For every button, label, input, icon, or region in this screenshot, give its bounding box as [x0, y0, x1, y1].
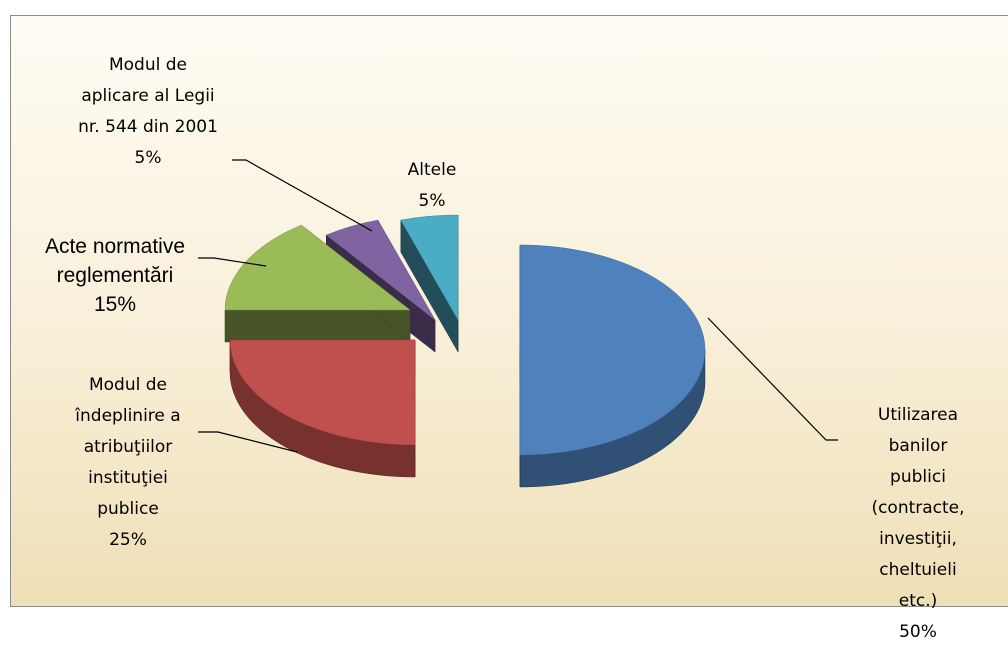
slice-label: Modul de aplicare al Legii nr. 544 din 2… — [78, 50, 218, 174]
category-label: Modul de îndeplinire a atribuţiilor inst… — [75, 375, 181, 519]
category-label: Acte normative reglementări — [44, 235, 186, 287]
slice — [400, 214, 459, 321]
category-label: Modul de aplicare al Legii nr. 544 din 2… — [78, 55, 218, 137]
value-label: 15% — [93, 293, 137, 316]
slice-label: Utilizarea banilor publici (contracte, i… — [871, 400, 964, 648]
pie — [224, 214, 706, 488]
value-label: 5% — [418, 191, 446, 211]
slice-label: Acte normative reglementări 15% — [45, 232, 185, 319]
value-label: 5% — [134, 148, 162, 168]
leader-line — [198, 431, 298, 453]
category-label: Altele — [407, 160, 457, 180]
category-label: Utilizarea banilor publici (contracte, i… — [871, 405, 965, 611]
leader-line — [198, 257, 267, 267]
value-label: 25% — [109, 530, 147, 550]
slice — [325, 219, 436, 321]
slice — [519, 244, 706, 456]
slice-label: Altele 5% — [408, 155, 457, 217]
slice — [229, 339, 416, 446]
leader-line — [707, 317, 838, 441]
value-label: 50% — [899, 622, 937, 642]
chart-area — [10, 15, 1008, 607]
slice-label: Modul de îndeplinire a atribuţiilor inst… — [75, 370, 180, 556]
leader-line — [232, 159, 373, 232]
chart — [198, 159, 838, 488]
page: {"chart_data": {"type": "pie3d", "catego… — [10, 15, 1008, 642]
